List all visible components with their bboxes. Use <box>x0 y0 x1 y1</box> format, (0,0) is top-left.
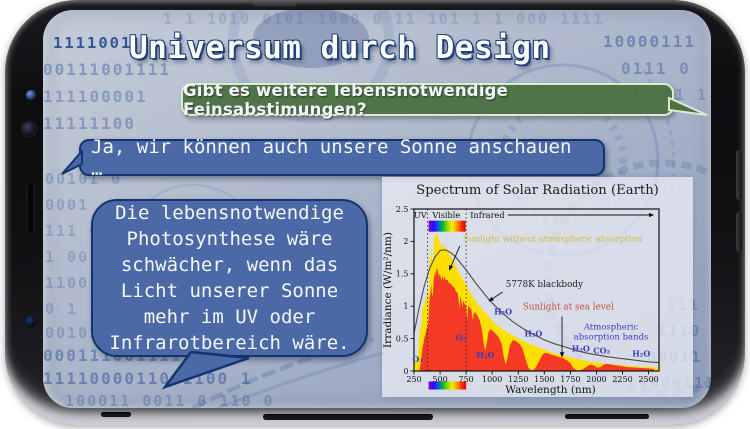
gas-absorption-label: H₂O <box>524 329 542 339</box>
visible-spectrum-band <box>428 220 466 232</box>
binary-text: 10000111 <box>603 32 697 51</box>
binary-text: 00101 <box>45 324 101 342</box>
gas-absorption-label: H₂O <box>632 349 650 359</box>
binary-text: 1 100011 0011 0 110 0 <box>43 392 275 408</box>
answer-bubble-1-text: Ja, wir können auch unsere Sonne anschau… <box>91 135 572 180</box>
notification-led <box>25 316 36 327</box>
y-axis-label: Irradiance (W/m²/nm) <box>382 232 394 348</box>
series-blackbody <box>413 249 659 364</box>
binary-text: 00111001111 <box>43 60 171 79</box>
x-tick-label: 1000 <box>482 375 502 384</box>
chart-annotation: Sunlight at sea level <box>523 302 614 312</box>
y-tick-label: 0.5 <box>396 334 409 343</box>
binary-text: 1111001 <box>53 34 133 52</box>
x-tick-label: 1500 <box>534 375 554 384</box>
x-tick-label: 250 <box>406 375 421 384</box>
usb-port <box>565 414 649 419</box>
chart-title: Spectrum of Solar Radiation (Earth) <box>416 183 659 198</box>
gas-absorption-label: H₂O <box>572 344 590 354</box>
gas-absorption-label: CO₂ <box>593 346 610 356</box>
chart-annotation: Atmospheric <box>583 323 639 333</box>
binary-text: 0111 0 <box>621 59 691 78</box>
chart-annotation: Sunlight without atmospheric absorption <box>463 234 643 244</box>
earpiece-speaker-slot <box>28 183 33 233</box>
binary-text: 111100001 <box>43 87 148 106</box>
answer-bubble-1-tail <box>61 150 83 175</box>
visible-region-label: Visible <box>431 210 460 220</box>
page-title: Universum durch Design <box>129 30 551 66</box>
y-tick-label: 2 <box>403 237 408 246</box>
chart-annotation: absorption bands <box>574 333 649 343</box>
y-tick-label: 2.5 <box>396 205 409 214</box>
solar-spectrum-chart: Spectrum of Solar Radiation (Earth) UV Vis… <box>382 177 693 397</box>
infrared-region-label: Infrared <box>470 210 504 220</box>
gas-absorption-label: H₂O <box>494 307 512 317</box>
series-sea <box>419 267 654 371</box>
y-tick-label: 0 <box>403 367 408 376</box>
answer-bubble-2-text: Die lebensnotwendige Photosynthese wäre … <box>109 202 350 354</box>
bixby-button <box>736 212 742 252</box>
answer-bubble-2: Die lebensnotwendige Photosynthese wäre … <box>91 199 368 357</box>
bottom-speaker-grille <box>263 414 433 420</box>
question-bubble: Gibt es weitere lebensnotwendige Feinsab… <box>181 80 674 119</box>
binary-text: 1 00 <box>45 248 90 266</box>
x-tick-label: 1250 <box>508 375 528 384</box>
binary-text: 0001 <box>45 196 90 214</box>
phone-screen: 1111001 00111001111 111100001 11111100 1 1 1… <box>43 10 711 408</box>
gas-absorption-label: O₃ <box>412 354 423 364</box>
phone-frame: 1111001 00111001111 111100001 11111100 1 1 1… <box>5 0 745 425</box>
x-tick-label: 500 <box>432 375 447 384</box>
uv-region-label: UV <box>414 210 428 220</box>
y-tick-label: 1 <box>403 302 408 311</box>
binary-text: 11111100 <box>43 114 137 133</box>
solar-spectrum-svg: Spectrum of Solar Radiation (Earth) UV Vis… <box>382 183 660 396</box>
question-bubble-text: Gibt es weitere lebensnotwendige Feinsab… <box>183 80 509 119</box>
y-tick-label: 1.5 <box>396 270 409 279</box>
x-tick-label: 2500 <box>638 375 658 384</box>
binary-text: 0 1 <box>45 300 79 318</box>
x-tick-label: 2250 <box>612 375 632 384</box>
x-axis-label: Wavelength (nm) <box>505 384 596 396</box>
power-button <box>736 150 742 200</box>
x-tick-label: 750 <box>458 375 473 384</box>
question-bubble-tail <box>668 96 708 116</box>
binary-text: 1 1 1010 0101 1000 0 11 101 1 1 000 1111 <box>163 10 605 28</box>
answer-bubble-1: Ja, wir können auch unsere Sonne anschau… <box>79 136 605 180</box>
x-tick-label: 2000 <box>586 375 606 384</box>
front-camera-icon <box>26 90 36 100</box>
x-tick-label: 1750 <box>560 375 580 384</box>
visible-spectrum-band-bottom <box>428 381 467 390</box>
volume-button <box>253 1 297 7</box>
microphone-slot <box>101 412 131 417</box>
chart-annotation: 5778K blackbody <box>506 280 583 290</box>
gas-absorption-label: O₂ <box>456 333 467 343</box>
proximity-sensor-icon <box>22 122 36 136</box>
answer-bubble-2-tail <box>161 351 250 390</box>
gas-absorption-label: H₂O <box>476 350 494 360</box>
